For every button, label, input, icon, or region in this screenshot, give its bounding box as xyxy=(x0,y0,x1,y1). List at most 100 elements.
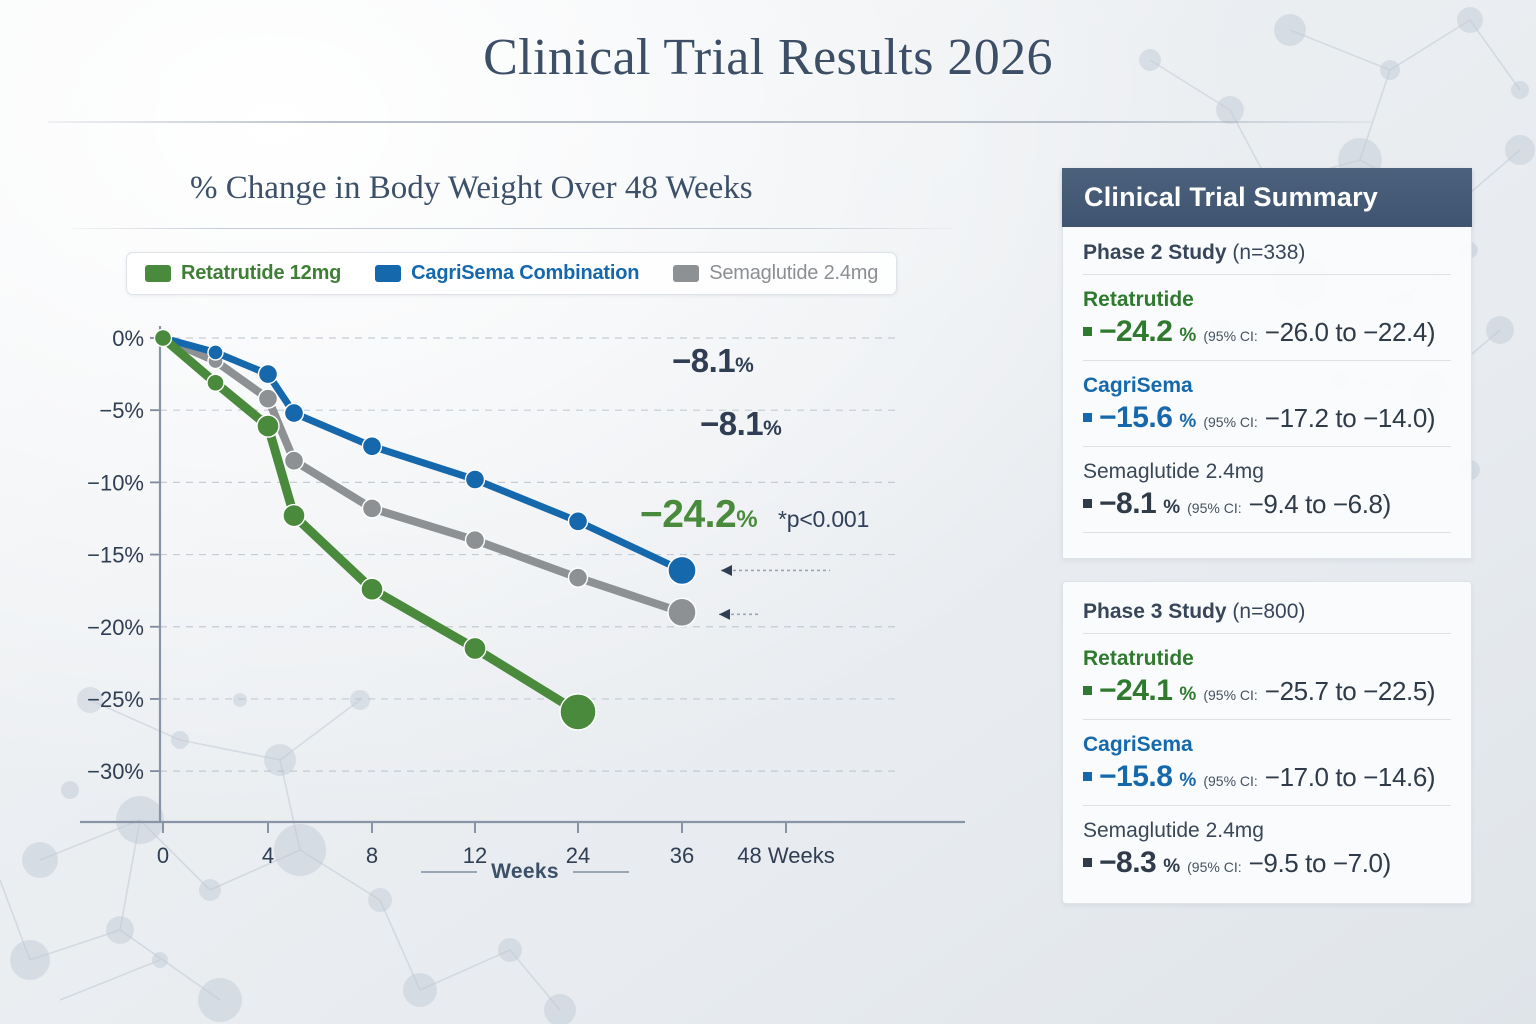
x-axis-tick-label: 4 xyxy=(262,843,274,868)
stat-ci-label: (95% CI: xyxy=(1203,773,1258,789)
chart-legend: Retatrutide 12mg CagriSema Combination S… xyxy=(126,252,898,295)
y-axis-tick-label: −5% xyxy=(99,398,144,423)
phase-heading: Phase 3 Study (n=800) xyxy=(1083,600,1451,624)
x-axis-tick-label: 48 Weeks xyxy=(737,843,834,868)
stat-value: −15.8 xyxy=(1099,760,1173,793)
stat-ci-range: −9.5 to −7.0) xyxy=(1248,848,1392,878)
card-divider xyxy=(1083,805,1451,806)
legend-item-retatrutide[interactable]: Retatrutide 12mg xyxy=(145,262,341,285)
data-point-marker[interactable] xyxy=(559,693,597,731)
summary-card-phase-2: Phase 2 Study (n=338) Retatrutide −24.2%… xyxy=(1062,227,1472,559)
y-axis-tick-label: −20% xyxy=(87,615,144,640)
page-title: Clinical Trial Results 2026 xyxy=(483,29,1053,86)
stat-ci-label: (95% CI: xyxy=(1203,328,1258,344)
drug-name: Semaglutide 2.4mg xyxy=(1083,819,1264,842)
data-point-marker[interactable] xyxy=(257,363,279,385)
drug-block-retatrutide: Retatrutide −24.1% (95% CI: −25.7 to −22… xyxy=(1083,647,1451,708)
stat-unit: % xyxy=(1179,411,1197,432)
drug-block-cagrisema: CagriSema −15.6% (95% CI: −17.2 to −14.0… xyxy=(1083,374,1451,435)
annotation-value: −8.1 xyxy=(672,342,736,379)
data-point-marker[interactable] xyxy=(257,388,279,409)
bullet-marker-icon xyxy=(1083,858,1092,867)
y-axis-tick-label: −25% xyxy=(87,687,144,712)
data-point-marker[interactable] xyxy=(463,636,487,661)
card-divider xyxy=(1083,446,1451,447)
clinical-trial-summary-panel: Clinical Trial Summary Phase 2 Study (n=… xyxy=(1062,168,1472,904)
data-point-marker[interactable] xyxy=(464,469,486,490)
axis-rule-right-icon xyxy=(572,871,629,873)
x-axis-tick-label: 12 xyxy=(463,843,487,868)
data-point-marker[interactable] xyxy=(567,567,589,588)
y-axis-tick-label: 0% xyxy=(112,326,144,351)
annotation-unit: % xyxy=(736,506,758,533)
legend-swatch-icon xyxy=(673,265,700,282)
bullet-marker-icon xyxy=(1083,686,1092,695)
legend-swatch-icon xyxy=(145,265,171,282)
data-point-marker[interactable] xyxy=(283,402,305,424)
drug-block-cagrisema: CagriSema −15.8% (95% CI: −17.0 to −14.6… xyxy=(1083,733,1451,794)
stat-ci-range: −9.4 to −6.8) xyxy=(1248,489,1392,519)
phase-heading: Phase 2 Study (n=338) xyxy=(1083,241,1451,265)
annotation-semaglutide-endpoint: −8.1% xyxy=(700,405,782,443)
drug-stat-row: −8.3% (95% CI: −9.5 to −7.0) xyxy=(1083,846,1451,880)
y-axis-tick-label: −30% xyxy=(87,759,144,784)
x-axis-tick-label: 8 xyxy=(366,843,378,868)
stat-value: −8.1 xyxy=(1099,487,1157,520)
y-axis-tick-label: −10% xyxy=(87,470,144,495)
drug-block-semaglutide: Semaglutide 2.4mg −8.3% (95% CI: −9.5 to… xyxy=(1083,819,1451,880)
drug-name: CagriSema xyxy=(1083,374,1193,397)
annotation-value: −24.2 xyxy=(640,493,737,536)
drug-stat-row: −15.8% (95% CI: −17.0 to −14.6) xyxy=(1083,760,1451,794)
chart-title: % Change in Body Weight Over 48 Weeks xyxy=(190,170,753,206)
stat-unit: % xyxy=(1163,856,1181,877)
card-divider xyxy=(1083,719,1451,720)
data-point-marker[interactable] xyxy=(283,450,305,471)
data-point-marker[interactable] xyxy=(256,414,280,438)
drug-block-retatrutide: Retatrutide −24.2% (95% CI: −26.0 to −22… xyxy=(1083,288,1451,349)
phase-n: (n=800) xyxy=(1232,600,1306,623)
stat-unit: % xyxy=(1179,684,1197,705)
phase-label: Phase 2 Study xyxy=(1083,241,1227,264)
drug-name: Retatrutide xyxy=(1083,647,1194,670)
data-point-marker[interactable] xyxy=(361,436,383,457)
drug-stat-row: −24.1% (95% CI: −25.7 to −22.5) xyxy=(1083,674,1451,708)
annotation-arrow-icon xyxy=(721,564,732,576)
annotation-unit: % xyxy=(763,417,782,440)
summary-header: Clinical Trial Summary xyxy=(1062,168,1472,227)
annotation-retatrutide-endpoint: −24.2% *p<0.001 xyxy=(640,493,869,537)
title-divider xyxy=(48,121,1372,123)
bullet-marker-icon xyxy=(1083,327,1092,336)
data-point-marker[interactable] xyxy=(207,344,224,361)
data-point-marker[interactable] xyxy=(360,577,384,601)
data-point-marker[interactable] xyxy=(464,529,486,551)
annotation-value: −8.1 xyxy=(700,405,764,442)
legend-swatch-icon xyxy=(375,265,402,282)
stat-value: −24.2 xyxy=(1099,315,1173,348)
stat-ci-range: −25.7 to −22.5) xyxy=(1264,676,1436,706)
data-point-marker[interactable] xyxy=(667,597,697,628)
legend-label: Retatrutide 12mg xyxy=(181,262,342,284)
plot-area: 0% −5% −10% −15% −20% −25% −30% 0 4 8 12 24 36 48 Wee… xyxy=(60,310,990,920)
data-point-marker[interactable] xyxy=(361,498,383,519)
stat-unit: % xyxy=(1163,497,1181,518)
drug-block-semaglutide: Semaglutide 2.4mg −8.1% (95% CI: −9.4 to… xyxy=(1083,460,1451,521)
card-divider xyxy=(1083,274,1451,275)
drug-name: Semaglutide 2.4mg xyxy=(1083,460,1264,483)
data-point-marker[interactable] xyxy=(667,555,697,586)
legend-item-cagrisema[interactable]: CagriSema Combination xyxy=(375,262,639,285)
bullet-marker-icon xyxy=(1083,772,1092,781)
data-point-marker[interactable] xyxy=(567,511,589,532)
phase-n: (n=338) xyxy=(1232,241,1306,264)
data-point-marker[interactable] xyxy=(206,373,225,392)
legend-item-semaglutide[interactable]: Semaglutide 2.4mg xyxy=(673,262,878,285)
data-point-marker[interactable] xyxy=(153,328,173,348)
data-point-marker[interactable] xyxy=(282,503,306,528)
x-axis-label: Weeks xyxy=(491,860,559,883)
phase-label: Phase 3 Study xyxy=(1083,600,1227,623)
x-axis-tick-label: 0 xyxy=(157,843,169,868)
stat-value: −15.6 xyxy=(1099,401,1173,434)
drug-stat-row: −24.2% (95% CI: −26.0 to −22.4) xyxy=(1083,315,1451,349)
stat-unit: % xyxy=(1179,325,1197,346)
series-line xyxy=(159,334,686,617)
